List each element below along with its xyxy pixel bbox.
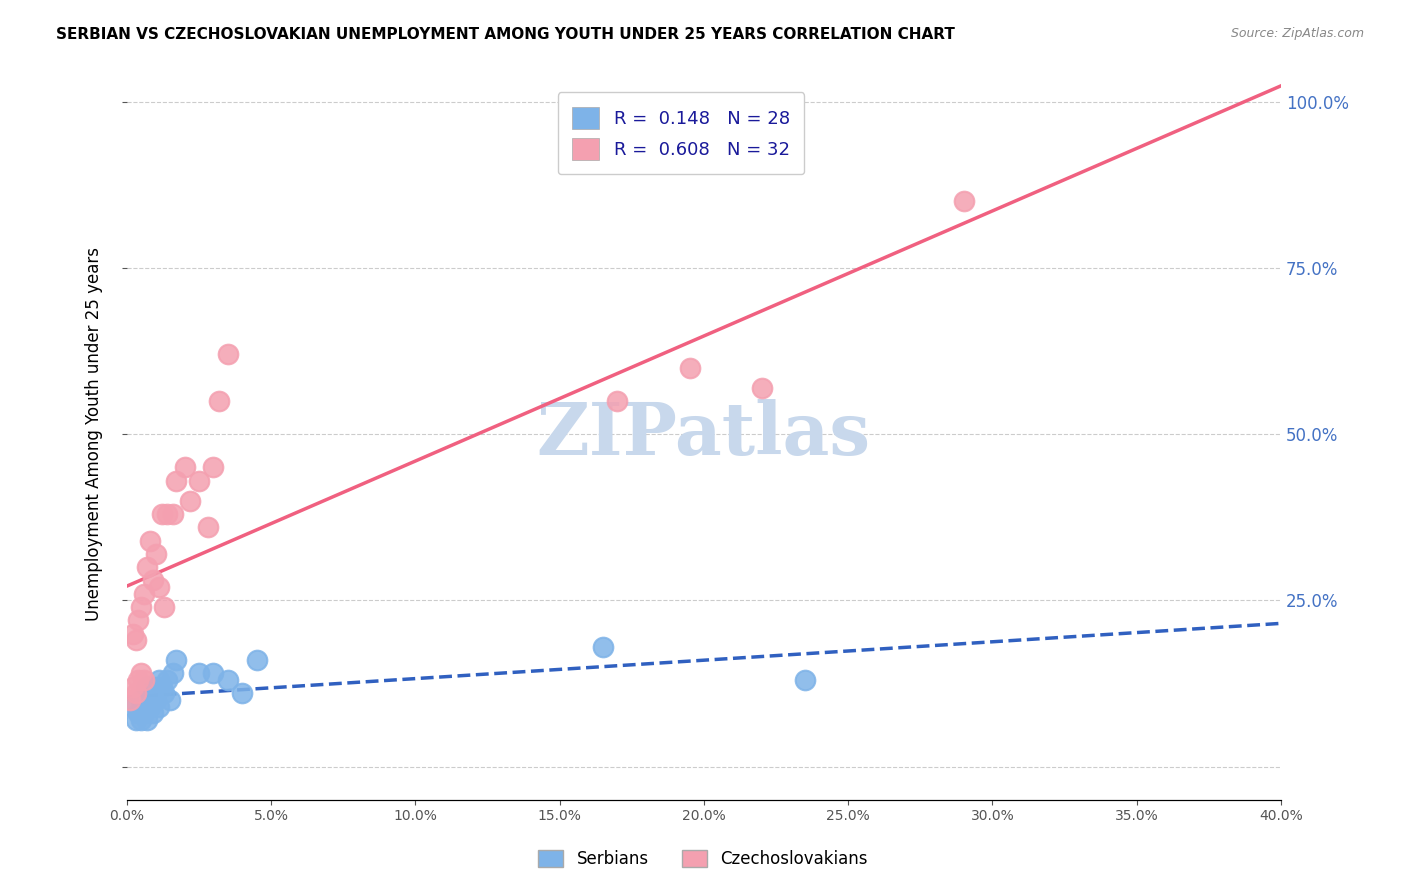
Point: [678, 360, 700, 375]
Point: [124, 686, 146, 700]
Point: [121, 699, 143, 714]
Point: [162, 666, 184, 681]
Point: [202, 666, 225, 681]
Point: [592, 640, 614, 654]
Point: [131, 713, 153, 727]
Point: [124, 633, 146, 648]
Point: [188, 474, 211, 488]
Point: [124, 713, 146, 727]
Point: [165, 474, 187, 488]
Point: [136, 713, 159, 727]
Text: Source: ZipAtlas.com: Source: ZipAtlas.com: [1230, 27, 1364, 40]
Point: [208, 393, 231, 408]
Point: [162, 507, 184, 521]
Point: [952, 194, 974, 209]
Point: [127, 613, 149, 627]
Point: [156, 507, 179, 521]
Point: [145, 693, 167, 707]
Point: [165, 653, 187, 667]
Point: [217, 347, 239, 361]
Point: [127, 673, 149, 687]
Point: [134, 587, 156, 601]
Point: [150, 680, 173, 694]
Point: [136, 560, 159, 574]
Point: [118, 693, 141, 707]
Point: [246, 653, 269, 667]
Point: [131, 599, 153, 614]
Text: ZIPatlas: ZIPatlas: [537, 399, 870, 470]
Point: [131, 693, 153, 707]
Point: [142, 706, 165, 721]
Point: [148, 580, 170, 594]
Point: [121, 680, 143, 694]
Point: [148, 699, 170, 714]
Point: [153, 599, 176, 614]
Y-axis label: Unemployment Among Youth under 25 years: Unemployment Among Youth under 25 years: [86, 247, 103, 621]
Point: [159, 693, 181, 707]
Point: [153, 686, 176, 700]
Point: [751, 381, 773, 395]
Point: [134, 693, 156, 707]
Point: [136, 680, 159, 694]
Point: [139, 533, 162, 548]
Point: [188, 666, 211, 681]
Point: [134, 706, 156, 721]
Point: [150, 507, 173, 521]
Point: [142, 574, 165, 588]
Point: [145, 680, 167, 694]
Point: [145, 547, 167, 561]
Point: [793, 673, 815, 687]
Point: [173, 460, 195, 475]
Point: [231, 686, 253, 700]
Point: [121, 626, 143, 640]
Point: [131, 666, 153, 681]
Point: [179, 493, 201, 508]
Legend: R =  0.148   N = 28, R =  0.608   N = 32: R = 0.148 N = 28, R = 0.608 N = 32: [558, 92, 804, 174]
Point: [156, 673, 179, 687]
Point: [134, 673, 156, 687]
Point: [127, 706, 149, 721]
Text: SERBIAN VS CZECHOSLOVAKIAN UNEMPLOYMENT AMONG YOUTH UNDER 25 YEARS CORRELATION C: SERBIAN VS CZECHOSLOVAKIAN UNEMPLOYMENT …: [56, 27, 955, 42]
Point: [606, 393, 628, 408]
Point: [139, 699, 162, 714]
Point: [217, 673, 239, 687]
Point: [202, 460, 225, 475]
Point: [197, 520, 219, 534]
Point: [148, 673, 170, 687]
Legend: Serbians, Czechoslovakians: Serbians, Czechoslovakians: [531, 843, 875, 875]
